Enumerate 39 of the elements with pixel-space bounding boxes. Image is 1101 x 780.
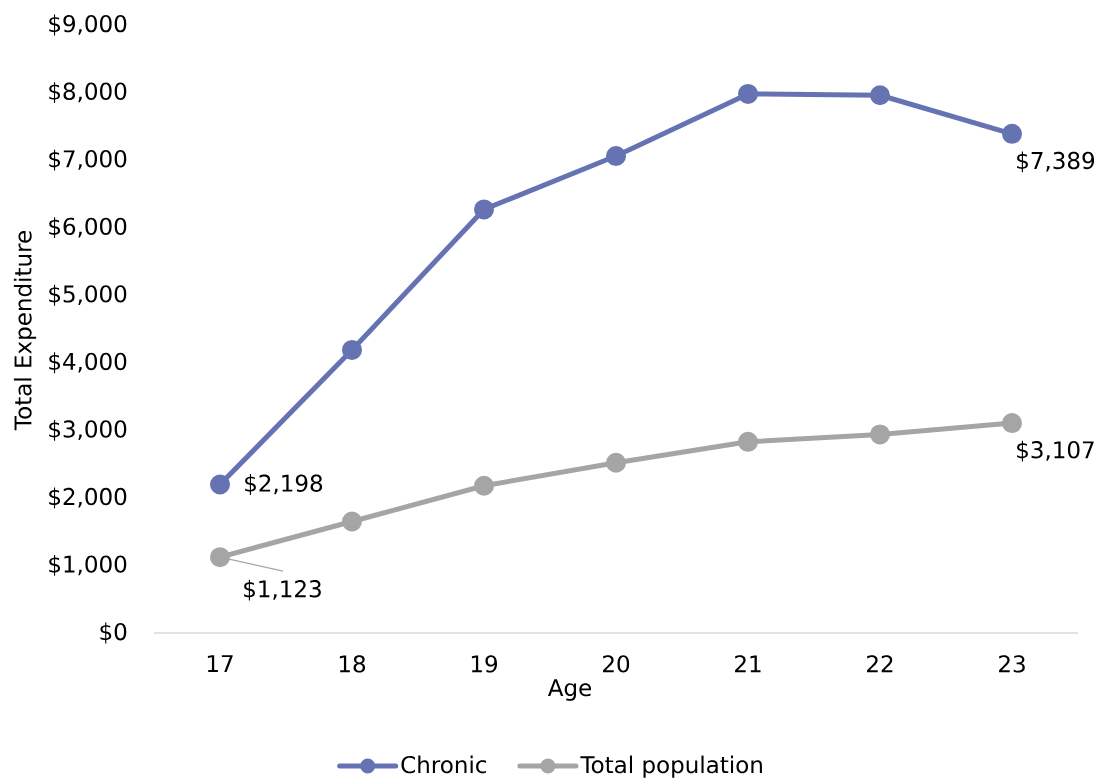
y-tick-label: $4,000 xyxy=(49,352,127,374)
point xyxy=(474,199,494,220)
point xyxy=(870,424,890,445)
y-tick-label: $1,000 xyxy=(49,555,127,576)
point xyxy=(342,511,362,532)
data-label: $2,198 xyxy=(245,474,323,495)
y-tick-label: $7,000 xyxy=(49,149,127,171)
y-tick-label: $6,000 xyxy=(49,217,127,239)
legend-label: Total population xyxy=(580,755,762,778)
y-tick-label: $3,000 xyxy=(49,419,127,441)
x-tick-label: 22 xyxy=(867,655,893,673)
x-tick-label: 19 xyxy=(471,655,498,673)
y-axis-title: Total Expenditure xyxy=(13,231,37,431)
x-tick-label: 18 xyxy=(339,655,366,673)
point xyxy=(738,83,758,104)
point xyxy=(474,475,494,496)
legend-label: Chronic xyxy=(401,755,487,774)
point xyxy=(1002,123,1022,144)
point xyxy=(738,431,758,452)
x-axis-title: Age xyxy=(547,679,591,701)
point xyxy=(210,547,230,568)
point xyxy=(1002,413,1022,434)
y-tick-label: $8,000 xyxy=(49,82,127,103)
x-tick-label: 21 xyxy=(735,655,761,673)
point xyxy=(342,339,362,360)
point xyxy=(870,85,890,106)
data-label: $3,107 xyxy=(1017,440,1094,462)
y-tick-label: $9,000 xyxy=(49,14,127,36)
point xyxy=(606,146,626,167)
y-tick-label: $0 xyxy=(100,622,127,644)
y-tick-label: $2,000 xyxy=(49,487,127,509)
x-tick-label: 23 xyxy=(999,655,1025,673)
point xyxy=(606,452,626,473)
data-label: $7,389 xyxy=(1017,151,1095,173)
x-tick-label: 17 xyxy=(207,655,233,672)
point xyxy=(210,474,230,495)
data-label: $1,123 xyxy=(244,579,321,601)
x-tick-label: 20 xyxy=(603,655,630,673)
y-tick-label: $5,000 xyxy=(49,284,127,306)
